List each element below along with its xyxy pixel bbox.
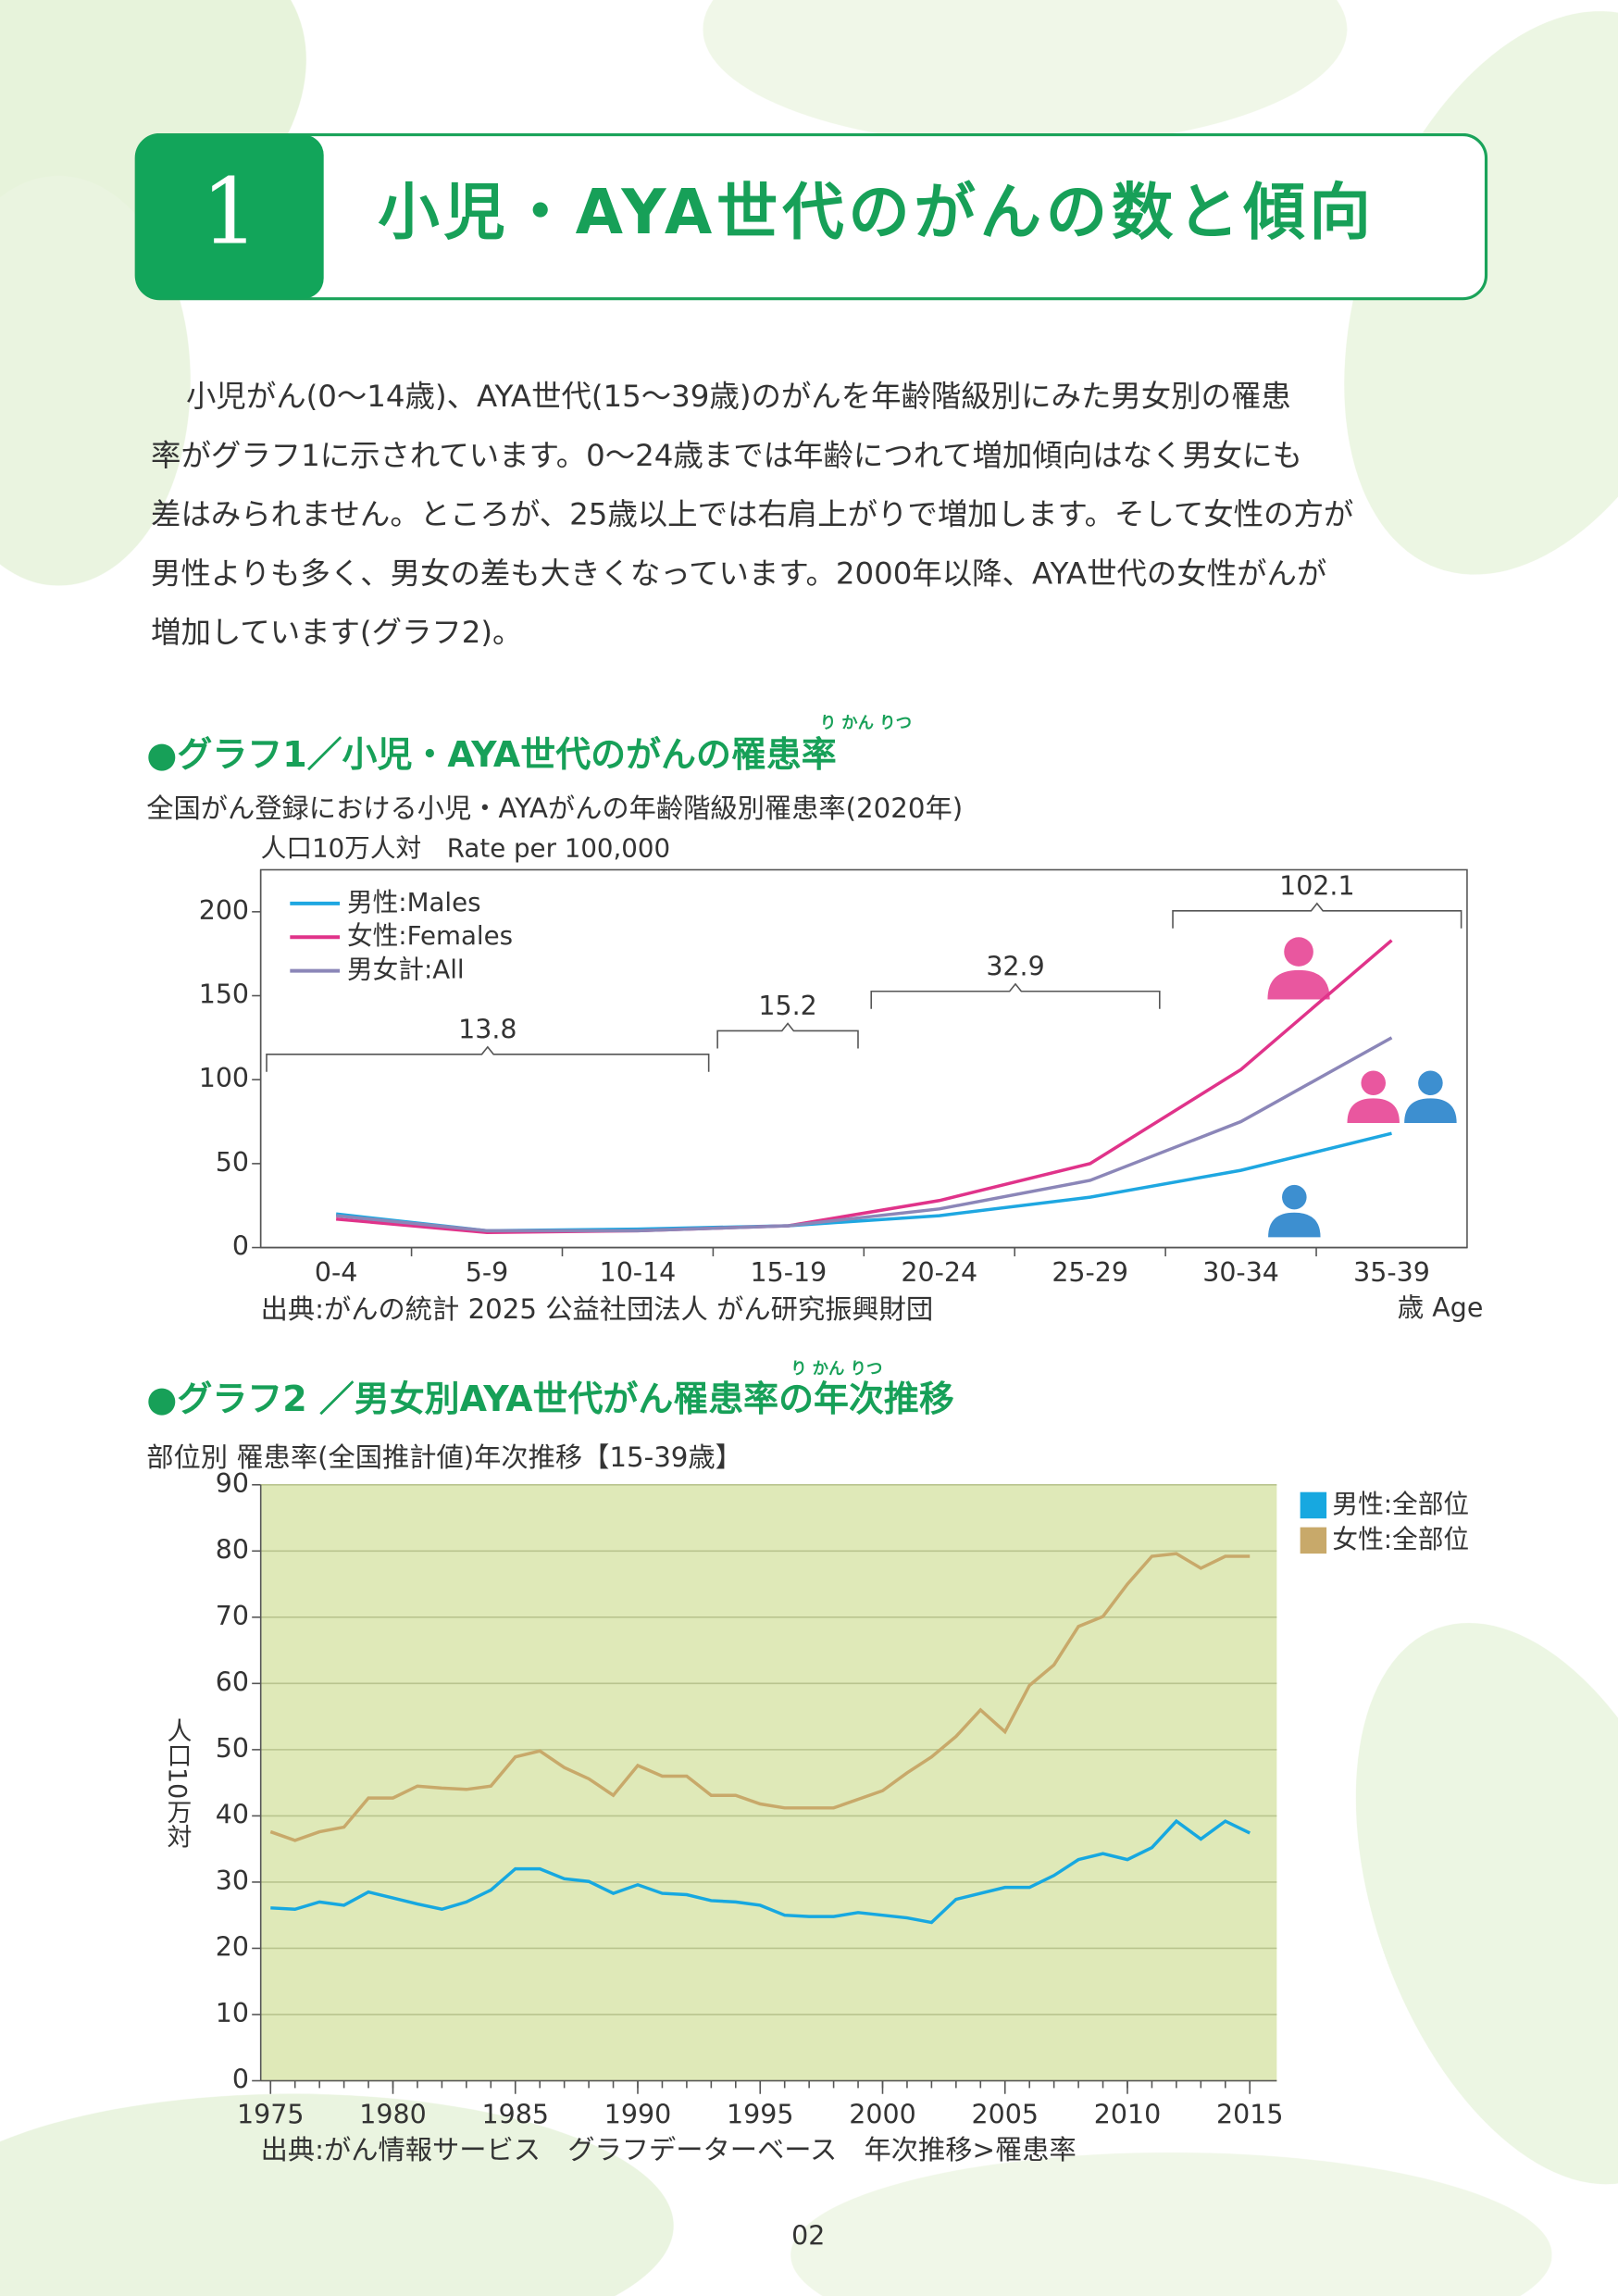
person-icon bbox=[1268, 1184, 1321, 1238]
y-tick-label: 100 bbox=[199, 1063, 249, 1093]
chart-title: ●グラフ1／小児・AYA世代のがんの罹患率 bbox=[146, 734, 836, 775]
plot-frame bbox=[259, 868, 1468, 1249]
y-tick-label: 90 bbox=[216, 1468, 249, 1499]
legend-label: 女性:全部位 bbox=[1332, 1524, 1469, 1554]
icon-body bbox=[1347, 1098, 1400, 1123]
chart-source: 出典:がん情報サービス グラフデーターベース 年次推移>罹患率 bbox=[261, 2134, 1077, 2165]
x-axis-label: 歳 Age bbox=[1398, 1292, 1484, 1323]
y-tick-label: 10 bbox=[216, 1998, 249, 2028]
x-tick-label: 0-4 bbox=[315, 1257, 357, 1288]
legend-label: 男性:全部位 bbox=[1332, 1489, 1469, 1519]
icon-body bbox=[1404, 1098, 1457, 1123]
icon-head bbox=[1418, 1070, 1443, 1096]
leaf bbox=[1344, 11, 1618, 575]
page-number: 02 bbox=[791, 2221, 825, 2252]
legend-label: 男性:Males bbox=[347, 887, 481, 917]
leaf bbox=[703, 0, 1348, 147]
plot-background bbox=[260, 1484, 1277, 2081]
series-line bbox=[269, 1552, 1251, 1842]
header-number-box bbox=[136, 134, 324, 299]
header-number: 1 bbox=[201, 160, 258, 266]
header-title: 小児・AYA世代のがんの数と傾向 bbox=[378, 176, 1375, 248]
x-tick-label: 1990 bbox=[604, 2099, 671, 2129]
chart-title-ruby: り かん りつ bbox=[820, 714, 912, 732]
x-tick-label: 10-14 bbox=[600, 1257, 677, 1288]
legend-swatch bbox=[1300, 1491, 1327, 1519]
x-tick-label: 1985 bbox=[482, 2099, 549, 2129]
y-axis-label: 人口10万人対 Rate per 100,000 bbox=[261, 832, 670, 863]
y-tick-label: 200 bbox=[199, 895, 249, 926]
annotation-label: 102.1 bbox=[1279, 870, 1354, 901]
x-tick-label: 5-9 bbox=[466, 1257, 508, 1288]
y-tick-label: 50 bbox=[216, 1147, 249, 1178]
leaf bbox=[0, 2093, 674, 2296]
legend-label: 女性:Females bbox=[347, 920, 513, 951]
x-tick-label: 25-29 bbox=[1052, 1257, 1128, 1288]
x-tick-label: 20-24 bbox=[901, 1257, 977, 1288]
x-tick-label: 2010 bbox=[1094, 2099, 1161, 2129]
icon-head bbox=[1282, 1184, 1307, 1210]
series-line bbox=[270, 1818, 1251, 1925]
legend-label: 男女計:All bbox=[347, 955, 465, 985]
annotation-bracket bbox=[1172, 902, 1462, 929]
annotation-label: 32.9 bbox=[986, 951, 1044, 981]
chart-title: ●グラフ2 ／男女別AYA世代がん罹患率の年次推移 bbox=[146, 1379, 954, 1419]
annotation-label: 15.2 bbox=[758, 991, 816, 1021]
x-tick-label: 1980 bbox=[359, 2099, 426, 2129]
leaf bbox=[790, 2152, 1552, 2296]
body-line: 増加しています(グラフ2)。 bbox=[151, 615, 522, 650]
annotation-bracket bbox=[870, 982, 1161, 1009]
chart-title-ruby: り かん りつ bbox=[790, 1360, 882, 1379]
x-tick-label: 15-19 bbox=[751, 1257, 828, 1288]
y-tick-label: 0 bbox=[232, 1231, 249, 1262]
body-line: 差はみられません。ところが、25歳以上では右肩上がりで増加します。そして女性の方… bbox=[151, 497, 1353, 532]
annotation-label: 13.8 bbox=[458, 1014, 517, 1044]
y-tick-label: 20 bbox=[216, 1931, 249, 1962]
x-tick-label: 2015 bbox=[1216, 2099, 1283, 2129]
y-axis-label: 人口10万対 bbox=[162, 1717, 191, 1849]
body-line: 率がグラフ1に示されています。0〜24歳までは年齢につれて増加傾向はなく男女にも bbox=[151, 438, 1302, 473]
person-icon bbox=[1267, 937, 1330, 1000]
icon-body bbox=[1267, 969, 1330, 1000]
icon-head bbox=[1284, 937, 1313, 967]
x-tick-label: 1995 bbox=[727, 2099, 793, 2129]
leaf bbox=[1355, 1622, 1618, 2185]
person-icon bbox=[1347, 1070, 1400, 1123]
y-tick-label: 80 bbox=[216, 1534, 249, 1565]
y-tick-label: 150 bbox=[199, 980, 249, 1010]
chart-subtitle: 全国がん登録における小児・AYAがんの年齢階級別罹患率(2020年) bbox=[146, 792, 963, 824]
annotation-bracket bbox=[266, 1045, 710, 1072]
legend-swatch bbox=[1300, 1527, 1327, 1554]
chart-subtitle: 部位別 罹患率(全国推計値)年次推移【15-39歳】 bbox=[146, 1441, 742, 1473]
person-icon bbox=[1404, 1070, 1457, 1123]
series-line bbox=[335, 1036, 1393, 1233]
y-tick-label: 30 bbox=[216, 1866, 249, 1896]
chart-source: 出典:がんの統計 2025 公益社団法人 がん研究振興財団 bbox=[261, 1293, 933, 1325]
x-tick-label: 1975 bbox=[237, 2099, 304, 2129]
y-tick-label: 50 bbox=[216, 1733, 249, 1764]
y-tick-label: 40 bbox=[216, 1799, 249, 1829]
x-tick-label: 35-39 bbox=[1353, 1257, 1430, 1288]
body-line: 小児がん(0〜14歳)、AYA世代(15〜39歳)のがんを年齢階級別にみた男女別… bbox=[186, 379, 1291, 414]
y-tick-label: 60 bbox=[216, 1666, 249, 1697]
x-tick-label: 30-34 bbox=[1202, 1257, 1279, 1288]
x-tick-label: 2005 bbox=[972, 2099, 1039, 2129]
annotation-bracket bbox=[716, 1022, 859, 1049]
icon-body bbox=[1268, 1212, 1321, 1238]
x-tick-label: 2000 bbox=[849, 2099, 915, 2129]
y-tick-label: 0 bbox=[232, 2065, 249, 2095]
y-tick-label: 70 bbox=[216, 1601, 249, 1631]
icon-head bbox=[1361, 1070, 1387, 1096]
body-line: 男性よりも多く、男女の差も大きくなっています。2000年以降、AYA世代の女性が… bbox=[151, 555, 1326, 591]
